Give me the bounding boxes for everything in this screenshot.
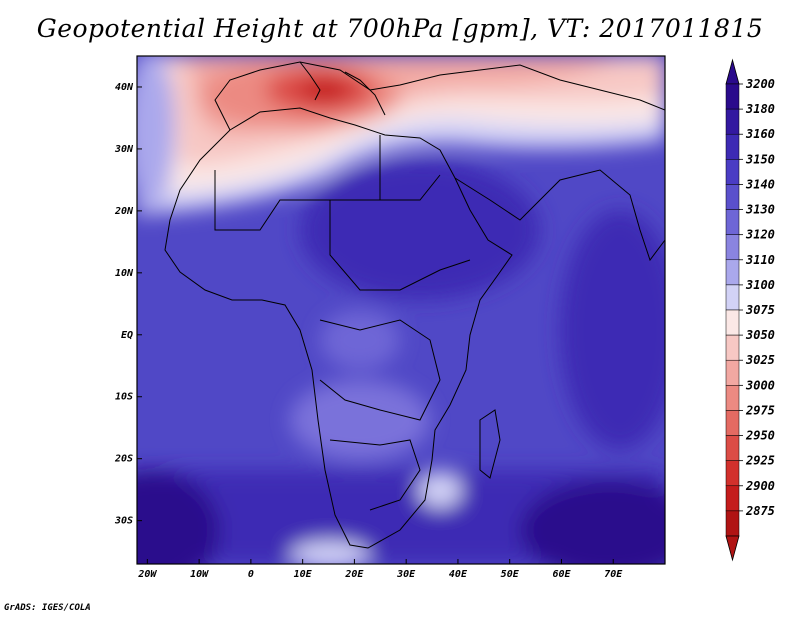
colorbar-label: 2925 <box>745 454 775 468</box>
colorbar-label: 3000 <box>745 378 775 392</box>
colorbar-swatch <box>725 184 740 210</box>
colorbar-label: 3120 <box>745 228 775 242</box>
lat-tick-label: 30N <box>114 144 134 155</box>
colorbar-swatch <box>725 259 740 286</box>
colorbar-label: 3140 <box>745 177 775 191</box>
height-field <box>137 56 665 564</box>
lat-tick-label: 30S <box>114 516 133 527</box>
colorbar-label: 3160 <box>745 127 775 141</box>
colorbar-swatch <box>725 334 740 361</box>
colorbar-swatch <box>725 435 740 461</box>
lat-tick-label: 20N <box>114 206 134 217</box>
colorbar-label: 3130 <box>745 203 775 217</box>
lon-tick-label: 20W <box>137 569 157 580</box>
colorbar-label: 3075 <box>745 303 775 317</box>
lat-tick-label: EQ <box>121 330 133 341</box>
colorbar-swatch <box>725 209 740 235</box>
colorbar-swatch <box>725 159 740 185</box>
lon-tick-label: 50E <box>501 569 520 580</box>
colorbar-label: 3180 <box>745 102 775 116</box>
lat-tick-label: 10S <box>115 392 133 403</box>
colorbar-label: 3200 <box>745 77 775 91</box>
lon-tick-label: 30E <box>396 569 416 580</box>
map-title: Geopotential Height at 700hPa [gpm], VT:… <box>36 14 764 43</box>
colorbar-swatch <box>725 284 740 311</box>
lon-tick-label: 10E <box>294 569 313 580</box>
colorbar: 3200 3180 3160 3150 3140 3130 3120 3110 3100 3075… <box>725 58 775 562</box>
lon-tick-label: 70E <box>604 569 623 580</box>
colorbar-swatch <box>725 108 740 135</box>
latitude-axis: 40N 30N 20N 10N EQ 10S 20S 30S <box>114 82 142 527</box>
lon-tick-label: 60E <box>552 569 571 580</box>
lon-tick-label: 20E <box>344 569 364 580</box>
colorbar-swatch <box>725 133 740 160</box>
colorbar-swatch <box>725 460 740 487</box>
colorbar-swatch <box>725 359 740 386</box>
colorbar-bottom-arrow <box>725 535 740 562</box>
colorbar-label: 2900 <box>745 479 775 493</box>
colorbar-label: 3025 <box>745 353 775 367</box>
colorbar-label: 3110 <box>745 253 775 267</box>
lat-tick-label: 20S <box>114 454 133 465</box>
colorbar-swatch <box>725 309 740 336</box>
lat-tick-label: 10N <box>115 268 134 279</box>
grads-credit: GrADS: IGES/COLA <box>4 603 91 613</box>
colorbar-top-arrow <box>725 58 740 85</box>
longitude-axis: 20W 10W 0 10E 20E 30E 40E 50E 60E 70E <box>137 559 623 580</box>
plot-frame <box>136 55 666 565</box>
lon-tick-label: 10W <box>190 569 209 580</box>
colorbar-label: 3050 <box>745 328 775 342</box>
colorbar-label: 3100 <box>745 278 775 292</box>
colorbar-swatch <box>725 83 740 110</box>
colorbar-swatch <box>725 234 740 261</box>
lon-tick-label: 0 <box>248 569 254 580</box>
lon-tick-label: 40E <box>449 569 468 580</box>
colorbar-label: 2950 <box>745 429 775 443</box>
colorbar-swatch <box>725 385 740 411</box>
colorbar-label: 3150 <box>745 152 775 166</box>
colorbar-swatch <box>725 485 740 512</box>
coastlines <box>164 61 665 549</box>
lat-tick-label: 40N <box>115 82 134 93</box>
colorbar-label: 2875 <box>745 504 775 518</box>
colorbar-label: 2975 <box>745 403 775 417</box>
colorbar-swatch <box>725 510 740 537</box>
colorbar-swatch <box>725 410 740 436</box>
